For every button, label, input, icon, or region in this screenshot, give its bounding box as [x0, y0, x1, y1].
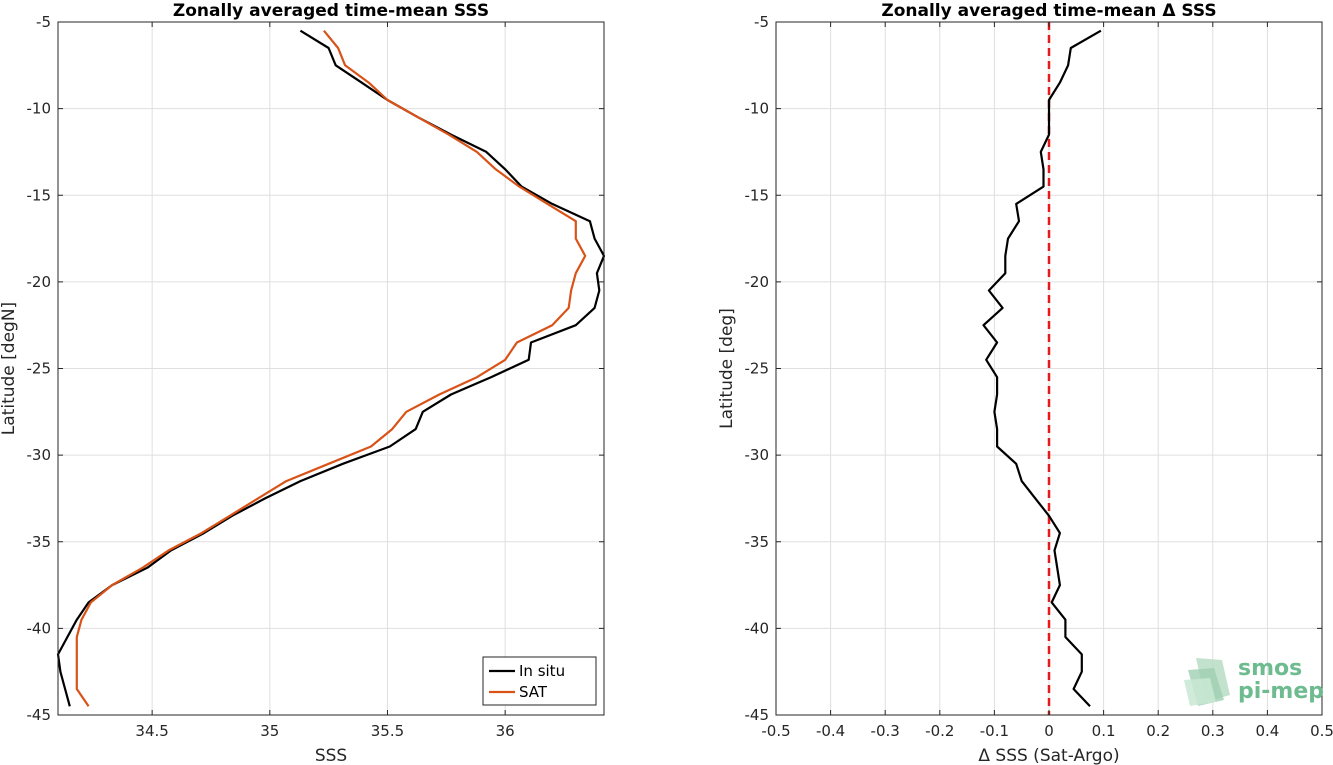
- logo-line2: pi-mep: [1238, 679, 1324, 704]
- y-tick-label: -25: [27, 360, 52, 378]
- x-tick-label: -0.5: [761, 722, 790, 740]
- legend-label: SAT: [519, 683, 548, 701]
- y-tick-label: -15: [745, 186, 770, 204]
- x-tick-label: 0: [1044, 722, 1054, 740]
- series-line-sat: [75, 30, 587, 707]
- x-tick-label: -0.3: [871, 722, 900, 740]
- x-tick-label: 0.1: [1092, 722, 1116, 740]
- y-tick-label: -10: [27, 100, 52, 118]
- y-tick-label: -5: [36, 13, 51, 31]
- y-tick-label: -35: [745, 533, 770, 551]
- sss-panel: 34.5 35 35.5 36 -5 -10 -15 -20 -25 -30 -35 -40 -45 Zo…: [0, 1, 606, 765]
- chart-title: Zonally averaged time-mean Δ SSS: [881, 1, 1216, 21]
- y-tick-label: -30: [27, 446, 52, 464]
- x-tick-label: 35.5: [371, 722, 404, 740]
- delta-sss-panel: -0.5 -0.4 -0.3 -0.2 -0.1 0 0.1 0.2 0.3 0.4 0.5 -5 -1…: [717, 1, 1333, 765]
- x-tick-label: 34.5: [135, 722, 168, 740]
- x-tick-label: 0.2: [1146, 722, 1170, 740]
- smos-pi-mep-logo: smos pi-mep: [1184, 656, 1324, 706]
- logo-line1: smos: [1238, 656, 1302, 681]
- y-tick-label: -20: [27, 273, 52, 291]
- x-tick-label: 0.4: [1255, 722, 1279, 740]
- y-tick-label: -10: [745, 100, 770, 118]
- x-tick-label: 0.3: [1201, 722, 1225, 740]
- x-tick-label: 0.5: [1310, 722, 1333, 740]
- series-line-0: [982, 29, 1102, 708]
- y-tick-label: -35: [27, 533, 52, 551]
- x-tick-label: -0.1: [980, 722, 1009, 740]
- x-tick-label: 36: [496, 722, 515, 740]
- x-axis-label: SSS: [315, 746, 347, 765]
- y-tick-label: -5: [754, 13, 769, 31]
- y-tick-label: -40: [745, 619, 770, 637]
- y-tick-label: -25: [745, 360, 770, 378]
- legend-box: [482, 656, 597, 706]
- x-tick-label: -0.2: [925, 722, 954, 740]
- x-axis-label: Δ SSS (Sat-Argo): [978, 746, 1119, 765]
- y-tick-label: -40: [27, 619, 52, 637]
- y-tick-label: -30: [745, 446, 770, 464]
- y-tick-label: -20: [745, 273, 770, 291]
- legend-label: In situ: [519, 662, 565, 680]
- x-tick-label: 35: [260, 722, 279, 740]
- x-tick-label: -0.4: [816, 722, 845, 740]
- y-tick-label: -15: [27, 186, 52, 204]
- y-axis-label: Latitude [deg]: [717, 308, 737, 429]
- chart-title: Zonally averaged time-mean SSS: [173, 1, 489, 21]
- y-tick-label: -45: [745, 706, 770, 724]
- y-tick-label: -45: [27, 706, 52, 724]
- y-axis-label: Latitude [degN]: [0, 302, 19, 435]
